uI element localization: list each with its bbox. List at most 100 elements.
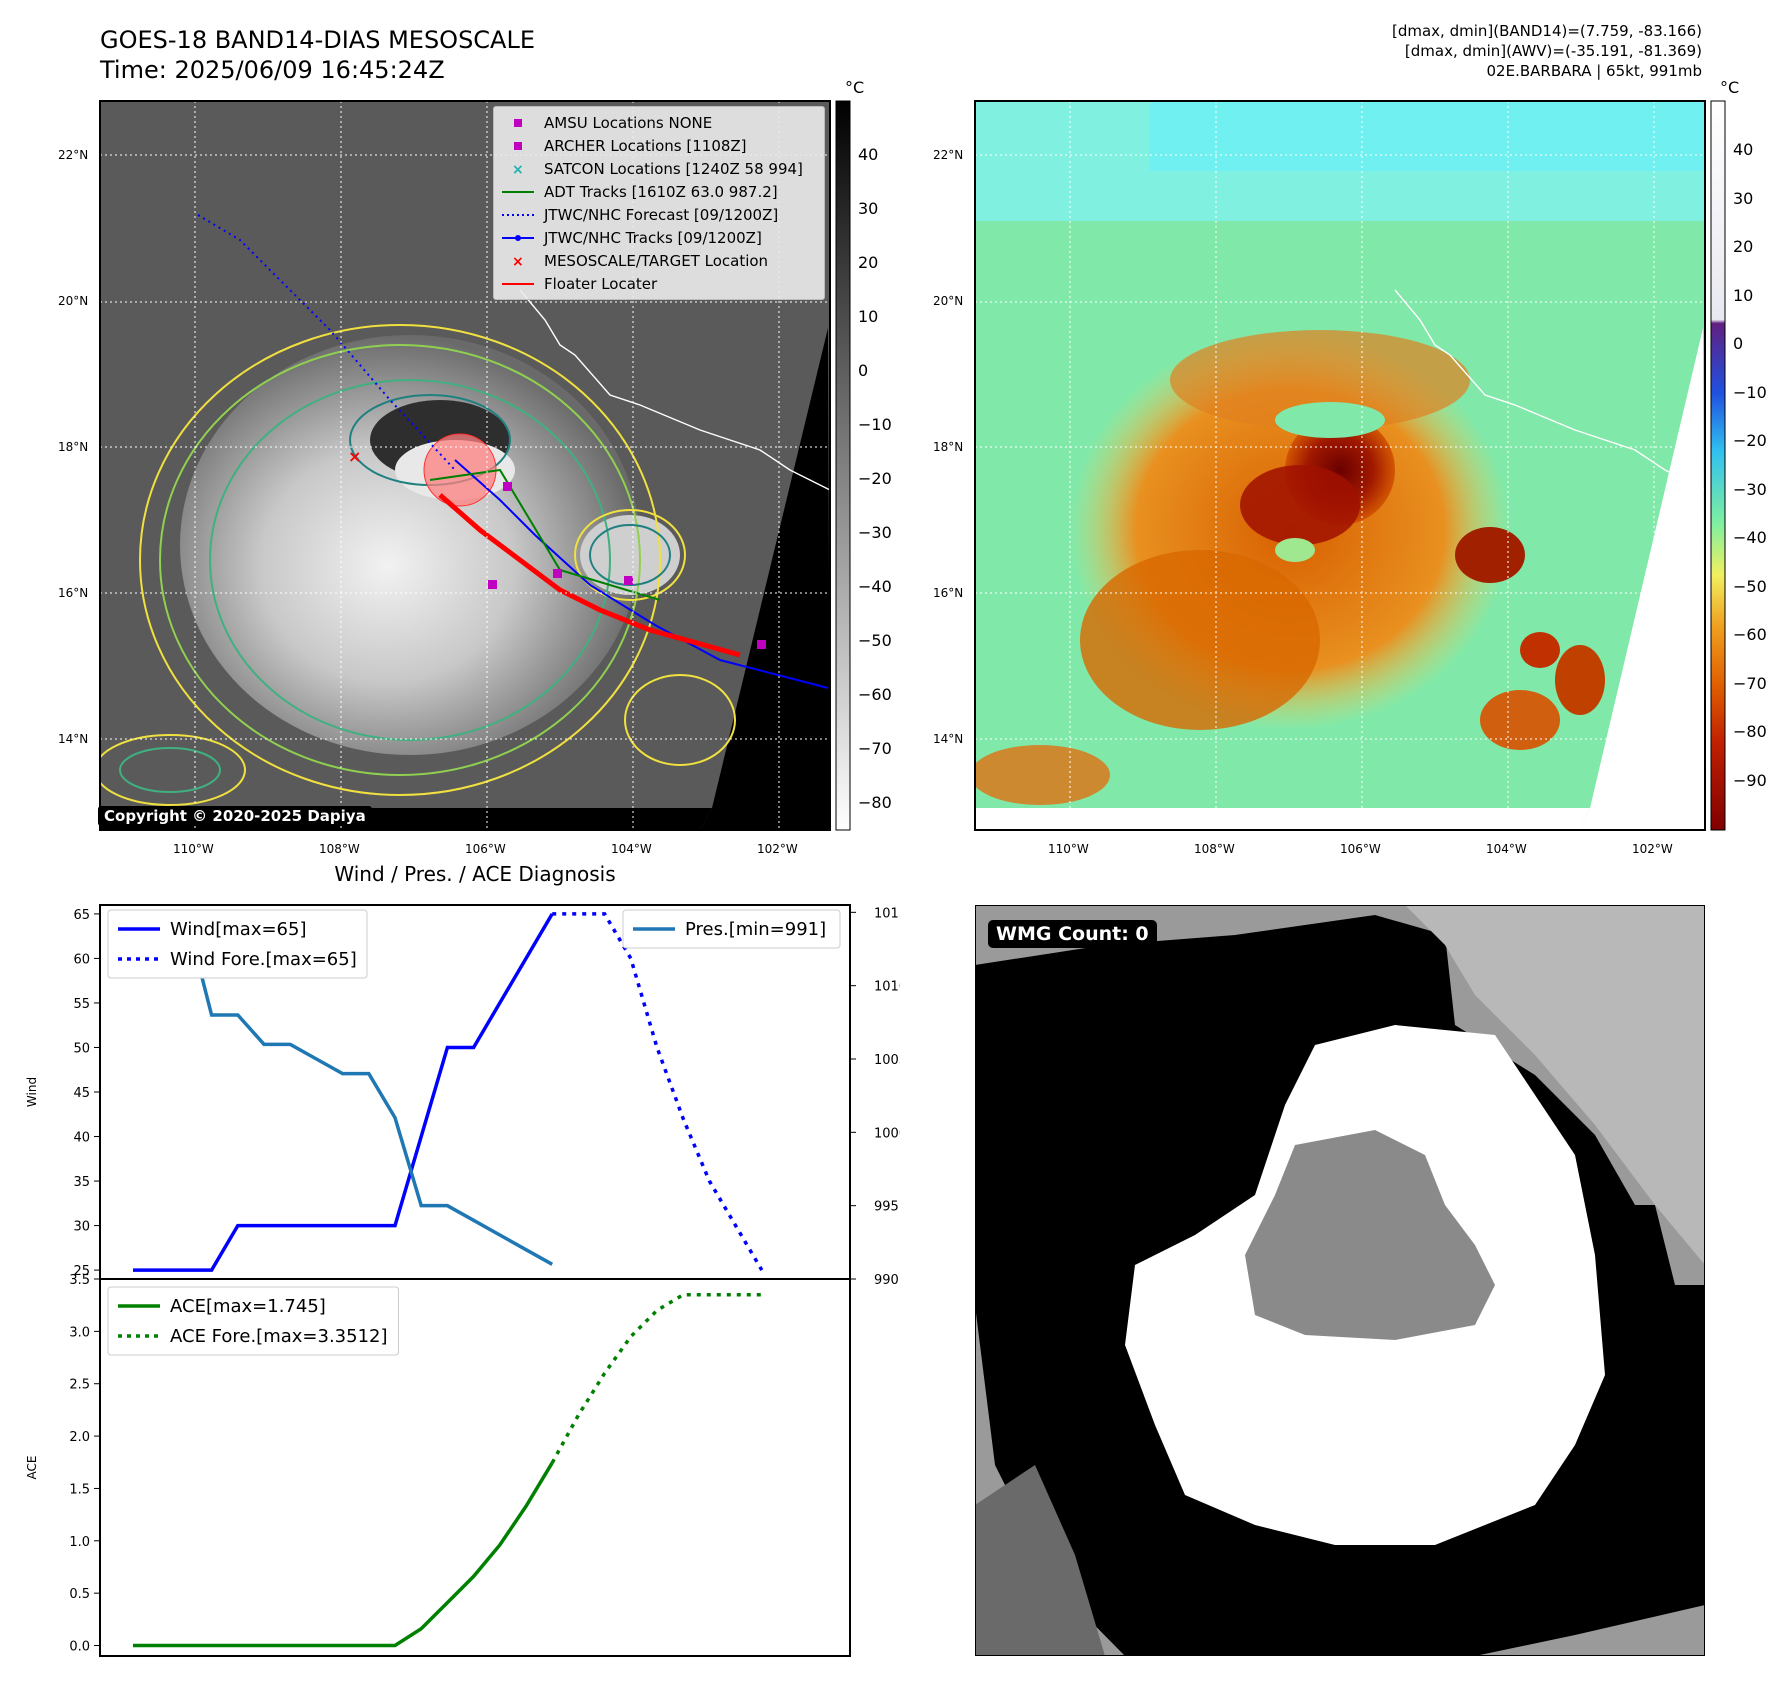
map2-lon-label: 104°W [1486, 842, 1527, 856]
map1-lon-label: 106°W [465, 842, 506, 856]
legend-label: ADT Tracks [1610Z 63.0 987.2] [544, 183, 778, 201]
wind-line [133, 913, 554, 1272]
chart-frame [99, 904, 851, 1657]
wind-tick-label: 30 [73, 1220, 90, 1235]
colorbar2-tick: −30 [1733, 479, 1767, 499]
wmg-lower-left [975, 1465, 1105, 1656]
legend-label: Pres.[min=991] [685, 919, 826, 940]
colorbar2-tick: 0 [1733, 334, 1744, 353]
wmg-panel [975, 905, 1705, 1656]
ace-tick-label: 2.0 [69, 1430, 90, 1445]
legend-label: Floater Locater [544, 275, 658, 293]
wind-forecast-line [552, 912, 764, 1271]
colorbar2-tick: −70 [1733, 673, 1767, 693]
colorbar-gray [835, 100, 851, 831]
map1-lon-label: 108°W [319, 842, 360, 856]
ace-tick-label: 3.0 [69, 1325, 90, 1340]
legend-label: MESOSCALE/TARGET Location [544, 252, 769, 270]
map2-lat-label: 14°N [933, 732, 964, 746]
colorbar1-tick: −20 [858, 469, 892, 488]
ace-tick-label: 0.0 [69, 1640, 90, 1655]
legend-item: JTWC/NHC Forecast [09/1200Z] [500, 205, 778, 225]
legend-swatch [502, 191, 534, 193]
ace-tick-label: 1.5 [69, 1482, 90, 1497]
colorbar2-tick: 10 [1733, 285, 1754, 305]
colorbar1-tick: −10 [858, 415, 892, 434]
map2-lat-label: 18°N [933, 440, 964, 454]
wind-axis-label: Wind [25, 1077, 39, 1107]
legend-label: ACE Fore.[max=3.3512] [170, 1326, 388, 1347]
legend-item: AMSU Locations NONE [500, 113, 712, 133]
map2-lon-label: 108°W [1194, 842, 1235, 856]
colorbar1-unit: °C [845, 78, 865, 97]
info-band14: [dmax, dmin](BAND14)=(7.759, -83.166) [1391, 22, 1702, 40]
map1-lon-label: 102°W [757, 842, 798, 856]
legend-item: × MESOSCALE/TARGET Location [500, 251, 768, 271]
copyright-badge: Copyright © 2020-2025 Dapiya [98, 806, 372, 826]
map1-lon-label: 104°W [611, 842, 652, 856]
legend-label: ACE[max=1.745] [170, 1296, 326, 1317]
colorbar1-tick: −70 [858, 739, 892, 758]
legend-item: ARCHER Locations [1108Z] [500, 136, 747, 156]
legend-item: ADT Tracks [1610Z 63.0 987.2] [500, 182, 778, 202]
pressure-tick-label: 1000 [874, 1126, 900, 1141]
map1-lat-label: 14°N [58, 732, 89, 746]
map2-lat-label: 22°N [933, 148, 964, 162]
wind-tick-label: 40 [73, 1131, 90, 1146]
legend-label: SATCON Locations [1240Z 58 994] [544, 160, 803, 178]
colorbar1-tick: −80 [858, 793, 892, 812]
colorbar2-tick: −90 [1733, 770, 1767, 790]
info-awv: [dmax, dmin](AWV)=(-35.191, -81.369) [1404, 42, 1702, 60]
legend-label: JTWC/NHC Forecast [09/1200Z] [544, 206, 779, 224]
legend-swatch [502, 283, 534, 285]
colorbar1-tick: 0 [858, 361, 869, 380]
legend-label: AMSU Locations NONE [544, 114, 713, 132]
pressure-tick-label: 990 [874, 1273, 899, 1288]
colorbar-dias [1710, 100, 1726, 831]
wind-tick-label: 25 [73, 1264, 90, 1279]
pressure-tick-label: 1015 [874, 906, 900, 921]
ace-forecast-line [550, 1292, 762, 1464]
wmg-count-badge: WMG Count: 0 [988, 920, 1157, 948]
map-title: GOES-18 BAND14-DIAS MESOSCALE [100, 26, 536, 54]
ace-tick-label: 3.5 [69, 1273, 90, 1288]
ir-map-panel: × [99, 100, 1726, 831]
ace-legend [107, 1286, 399, 1356]
colorbar2-tick: −60 [1733, 625, 1767, 644]
wind-legend [107, 909, 368, 979]
colorbar1-tick: 20 [858, 253, 879, 272]
info-storm: 02E.BARBARA | 65kt, 991mb [1486, 62, 1702, 80]
legend-swatch [502, 235, 534, 241]
wind-tick-label: 45 [73, 1086, 90, 1101]
wmg-gray-core [1245, 1130, 1495, 1340]
colorbar2-tick: 20 [1733, 237, 1754, 256]
wind-tick-label: 55 [73, 997, 90, 1012]
map2-lat-label: 20°N [933, 294, 964, 308]
colorbar2-tick: −20 [1733, 431, 1767, 450]
svg-text:×: × [348, 447, 361, 466]
ace-tick-label: 1.0 [69, 1535, 90, 1550]
map2-lon-label: 102°W [1632, 842, 1673, 856]
colorbar1-tick: −40 [858, 577, 892, 596]
legend-item: Floater Locater [500, 274, 657, 294]
legend-label: ARCHER Locations [1108Z] [544, 137, 747, 155]
pressure-line [133, 910, 554, 1266]
map1-lat-label: 22°N [58, 148, 89, 162]
svg-text:×: × [512, 254, 524, 268]
pressure-tick-label: 995 [874, 1200, 899, 1215]
colorbar2-tick: −10 [1733, 382, 1767, 402]
map1-lat-label: 16°N [58, 586, 89, 600]
colorbar1-tick: 40 [858, 145, 879, 164]
map1-lat-label: 20°N [58, 294, 89, 308]
colorbar2-tick: −50 [1733, 576, 1767, 596]
ace-tick-label: 2.5 [69, 1378, 90, 1393]
legend-swatch: × [512, 254, 524, 268]
ace-axis-label: ACE [25, 1456, 39, 1480]
map2-lat-label: 16°N [933, 586, 964, 600]
colorbar1-tick: −60 [858, 685, 892, 704]
map2-lon-label: 106°W [1340, 842, 1381, 856]
legend-swatch [514, 119, 522, 127]
pressure-tick-label: 1010 [874, 980, 900, 995]
colorbar2-tick: −80 [1733, 722, 1767, 741]
colorbar1-tick: −30 [858, 523, 892, 542]
